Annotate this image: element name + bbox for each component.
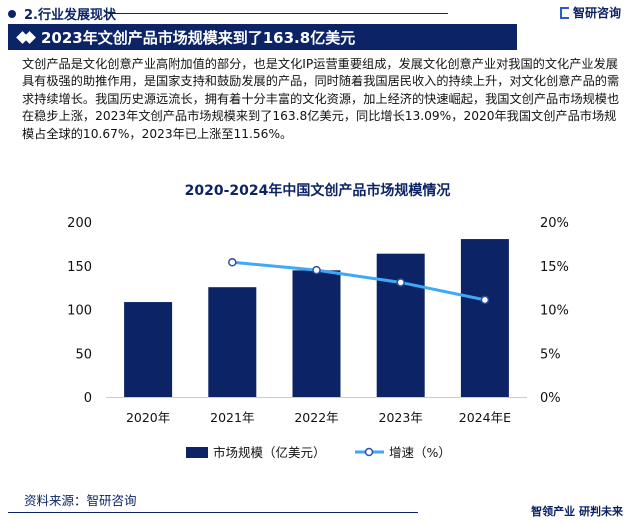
- section-title: 2.行业发展现状: [24, 8, 116, 23]
- right-tick-label: 20%: [540, 216, 569, 231]
- bar: [376, 253, 425, 397]
- right-tick-label: 15%: [540, 260, 569, 275]
- growth-point: [480, 295, 490, 305]
- section-heading: 2.行业发展现状: [8, 4, 116, 23]
- growth-point: [312, 265, 321, 275]
- x-tick-label: 2022年: [294, 410, 338, 425]
- right-tick-label: 0%: [540, 391, 561, 406]
- bar: [124, 302, 173, 397]
- x-tick-label: 2021年: [210, 410, 254, 425]
- bar: [460, 239, 509, 397]
- banner-title: 2023年文创产品市场规模来到了163.8亿美元: [41, 28, 356, 47]
- footer-divider: [8, 512, 418, 513]
- right-tick-label: 10%: [540, 304, 569, 319]
- banner: 2023年文创产品市场规模来到了163.8亿美元: [8, 24, 517, 50]
- growth-point: [396, 278, 405, 287]
- right-tick-label: 5%: [540, 347, 561, 362]
- bar: [292, 270, 341, 397]
- legend-bar-label: 市场规模（亿美元）: [213, 445, 326, 460]
- divider: [108, 13, 448, 14]
- left-tick-label: 50: [75, 347, 92, 362]
- legend-line-marker: [364, 447, 374, 457]
- x-tick-label: 2024年E: [459, 410, 511, 425]
- growth-line: [232, 260, 486, 302]
- bullet-icon: [8, 9, 16, 18]
- growth-point: [228, 258, 237, 267]
- chart-title: 2020-2024年中国文创产品市场规模情况: [184, 183, 451, 199]
- left-tick-label: 200: [67, 216, 92, 231]
- left-tick-label: 150: [67, 260, 92, 275]
- left-tick-label: 0: [84, 391, 92, 406]
- legend-line-label: 增速（%）: [389, 445, 451, 460]
- x-tick-label: 2020年: [126, 410, 170, 425]
- legend-bar-swatch: [186, 447, 208, 458]
- logo: 智研咨询: [559, 4, 621, 21]
- description-paragraph: 文创产品是文化创意产业高附加值的部分，也是文化IP运营重要组成，发展文化创意产业…: [22, 57, 620, 141]
- bar: [208, 287, 257, 397]
- logo-icon: [559, 6, 569, 19]
- x-tick-label: 2023年: [379, 410, 423, 425]
- logo-text: 智研咨询: [572, 6, 621, 20]
- slogan: 智领产业 研判未来: [531, 505, 623, 518]
- source-text: 资料来源：智研咨询: [24, 493, 137, 508]
- left-tick-label: 100: [67, 304, 92, 319]
